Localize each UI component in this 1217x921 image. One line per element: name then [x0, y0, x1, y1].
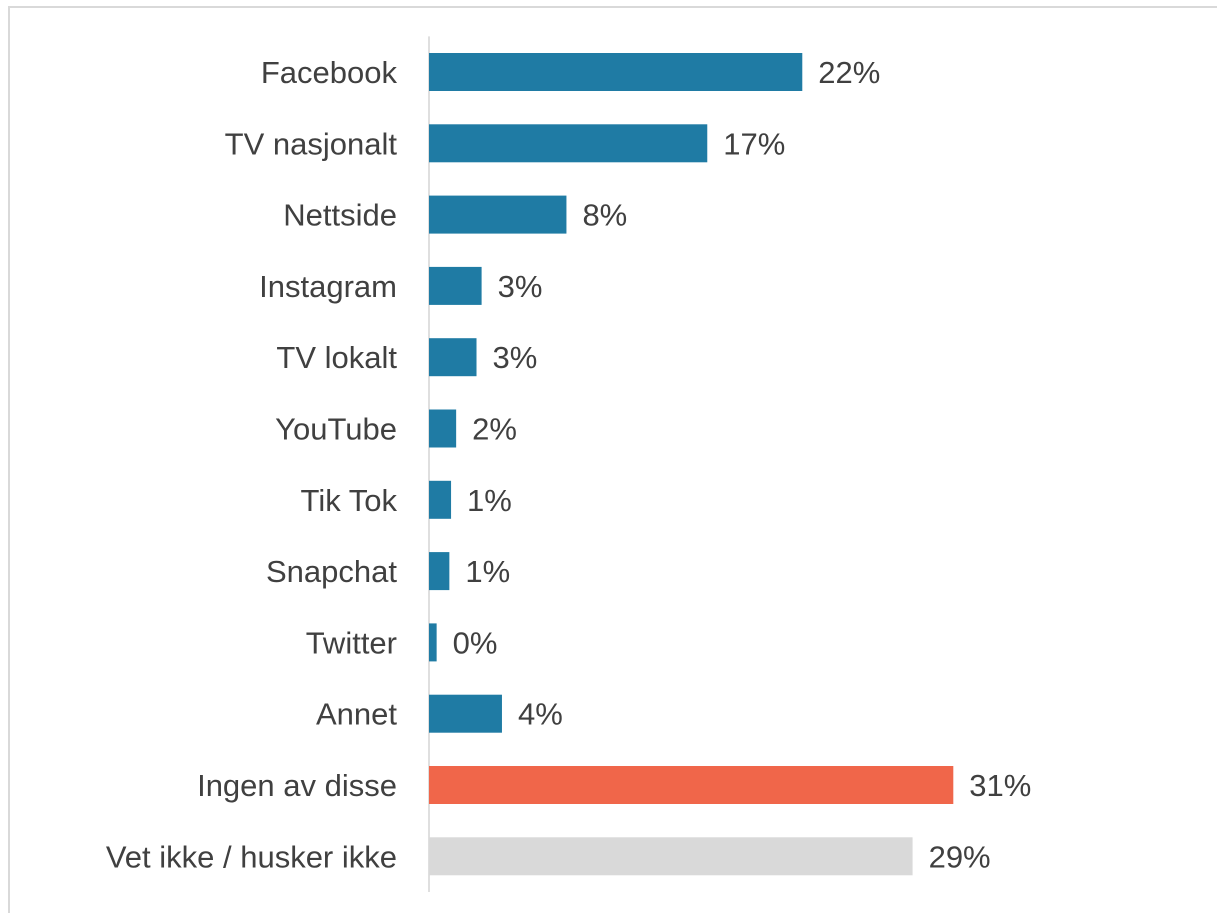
chart-frame: Facebook 22% TV nasjonalt 17% Nettside 8% Inst…: [8, 6, 1217, 913]
bar: [429, 338, 477, 377]
bar: [429, 124, 708, 163]
bar: [429, 266, 482, 305]
bar: [429, 409, 457, 448]
bar-group: YouTube 2%: [275, 409, 517, 448]
bar-group: Annet 4%: [316, 694, 563, 733]
bar-group: TV lokalt 3%: [276, 338, 538, 377]
bar-group: Twitter 0%: [306, 623, 498, 662]
value-label: 3%: [493, 340, 538, 375]
bar: [429, 837, 913, 876]
bar: [429, 552, 450, 591]
category-label: Tik Tok: [301, 483, 398, 518]
value-label: 17%: [723, 126, 785, 161]
bar-group: Snapchat 1%: [266, 552, 510, 591]
bar: [429, 623, 437, 662]
category-label: TV nasjonalt: [225, 126, 398, 161]
category-label: Twitter: [306, 625, 397, 660]
bar-group: TV nasjonalt 17%: [225, 124, 785, 163]
bar: [429, 766, 954, 804]
value-label: 1%: [467, 483, 512, 518]
value-label: 8%: [582, 198, 627, 233]
category-label: Ingen av disse: [197, 768, 397, 803]
bar-group: Nettside 8%: [283, 195, 627, 234]
category-label: Facebook: [261, 55, 398, 90]
value-label: 0%: [453, 625, 498, 660]
value-label: 2%: [472, 412, 517, 447]
bar: [429, 53, 803, 91]
category-label: TV lokalt: [276, 340, 397, 375]
bar: [429, 480, 452, 519]
value-label: 1%: [465, 554, 510, 589]
category-label: Snapchat: [266, 554, 397, 589]
bar-group: Vet ikke / husker ikke 29%: [106, 837, 991, 876]
value-label: 29%: [929, 839, 991, 874]
category-label: Vet ikke / husker ikke: [106, 839, 397, 874]
bar-group: Ingen av disse 31%: [197, 766, 1031, 804]
category-label: Instagram: [259, 269, 397, 304]
bar-group: Facebook 22%: [261, 53, 880, 91]
value-label: 4%: [518, 697, 563, 732]
bar: [429, 195, 567, 234]
value-label: 31%: [969, 768, 1031, 803]
category-label: Annet: [316, 697, 397, 732]
bar-group: Tik Tok 1%: [301, 480, 512, 519]
value-label: 3%: [498, 269, 543, 304]
category-label: Nettside: [283, 198, 397, 233]
value-label: 22%: [818, 55, 880, 90]
bar-group: Instagram 3%: [259, 266, 543, 305]
category-label: YouTube: [275, 412, 397, 447]
bar-chart: Facebook 22% TV nasjonalt 17% Nettside 8% Inst…: [106, 36, 1031, 892]
bar: [429, 694, 502, 733]
